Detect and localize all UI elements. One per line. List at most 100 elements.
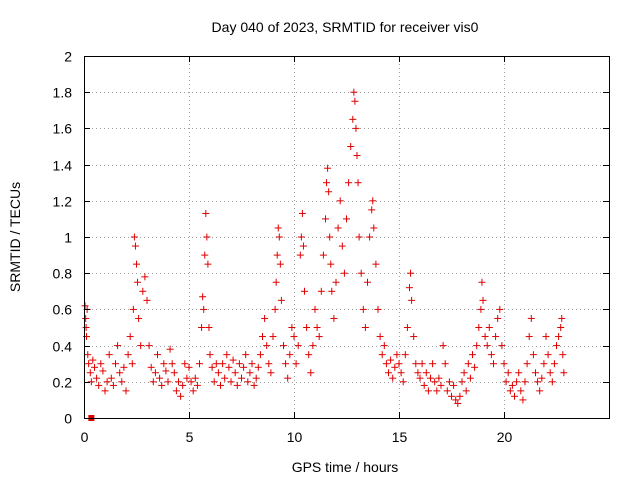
- data-point: [525, 333, 533, 341]
- data-point: [151, 369, 159, 377]
- data-point: [326, 233, 334, 241]
- data-point: [160, 360, 168, 368]
- data-point: [559, 351, 567, 359]
- data-point: [439, 342, 447, 350]
- data-point: [93, 374, 101, 382]
- data-point: [274, 224, 282, 232]
- data-point: [126, 333, 134, 341]
- data-point: [385, 369, 392, 377]
- data-point: [500, 360, 508, 368]
- data-point: [437, 381, 445, 389]
- data-point: [212, 360, 220, 368]
- data-point: [131, 242, 139, 250]
- data-point: [521, 378, 529, 386]
- data-point: [427, 374, 434, 382]
- data-point: [424, 387, 432, 395]
- data-point: [284, 374, 292, 382]
- data-point: [347, 143, 355, 150]
- data-point: [299, 242, 307, 250]
- data-point: [116, 369, 124, 377]
- data-point: [519, 396, 527, 404]
- data-point: [290, 333, 298, 341]
- data-point: [332, 278, 340, 286]
- data-point: [483, 342, 491, 350]
- data-point: [303, 324, 311, 331]
- data-point: [435, 374, 443, 382]
- data-point: [372, 260, 380, 268]
- data-point: [492, 333, 500, 341]
- data-point: [112, 360, 119, 368]
- data-point: [272, 278, 280, 286]
- data-point: [544, 351, 552, 359]
- data-point: [393, 351, 401, 359]
- x-tick-label: 0: [81, 429, 89, 445]
- data-point: [128, 360, 136, 368]
- data-point: [286, 351, 294, 359]
- data-point: [478, 278, 486, 286]
- data-point: [340, 269, 348, 277]
- data-point: [351, 97, 359, 105]
- data-point: [233, 381, 241, 389]
- data-point: [515, 369, 523, 377]
- data-point: [256, 351, 264, 359]
- data-point: [259, 333, 266, 341]
- data-point: [208, 363, 216, 371]
- data-point: [352, 124, 360, 132]
- y-tick-label: 1.6: [53, 121, 73, 137]
- data-point: [350, 88, 358, 96]
- data-point: [327, 260, 335, 268]
- data-point: [307, 369, 315, 377]
- data-point: [265, 360, 273, 368]
- data-point: [401, 351, 409, 359]
- data-point: [458, 378, 466, 386]
- data-point: [214, 369, 222, 377]
- data-point: [301, 287, 308, 295]
- data-point: [410, 333, 418, 341]
- data-point: [202, 209, 210, 217]
- data-point: [135, 314, 143, 322]
- data-point: [538, 374, 546, 382]
- data-point: [487, 351, 495, 359]
- data-point: [354, 179, 362, 187]
- data-point: [143, 296, 151, 304]
- data-point: [536, 387, 544, 395]
- data-point: [145, 342, 153, 350]
- data-point: [217, 381, 224, 389]
- data-point: [353, 152, 361, 160]
- data-point: [311, 305, 319, 313]
- data-point: [118, 378, 126, 386]
- data-point: [494, 314, 502, 322]
- x-axis-label: GPS time / hours: [292, 459, 399, 475]
- data-point: [330, 314, 338, 322]
- data-point: [357, 269, 365, 277]
- data-point: [433, 387, 441, 395]
- x-tick-labels: 0 5 10 15 20: [81, 429, 513, 445]
- data-point: [97, 360, 105, 368]
- data-point: [177, 392, 185, 400]
- x-tick-label: 20: [497, 429, 513, 445]
- data-point: [298, 209, 306, 217]
- data-point: [534, 378, 542, 386]
- data-point: [527, 314, 535, 322]
- data-point: [479, 296, 487, 304]
- data-point: [105, 351, 113, 359]
- data-point: [227, 378, 235, 386]
- data-point: [221, 374, 229, 382]
- data-point: [103, 378, 111, 386]
- data-point: [89, 356, 97, 364]
- data-point: [84, 351, 92, 359]
- data-point: [481, 333, 489, 341]
- data-point: [170, 369, 178, 377]
- axis-ticks: [84, 56, 609, 419]
- data-point: [445, 378, 453, 386]
- y-tick-label: 1: [64, 230, 72, 246]
- data-point: [345, 179, 353, 187]
- data-point: [477, 305, 485, 313]
- data-point: [124, 351, 132, 359]
- data-point: [513, 378, 521, 386]
- data-point: [560, 369, 568, 377]
- data-point: [271, 305, 279, 313]
- data-point: [550, 360, 558, 368]
- data-point: [166, 345, 174, 353]
- data-point: [99, 367, 107, 375]
